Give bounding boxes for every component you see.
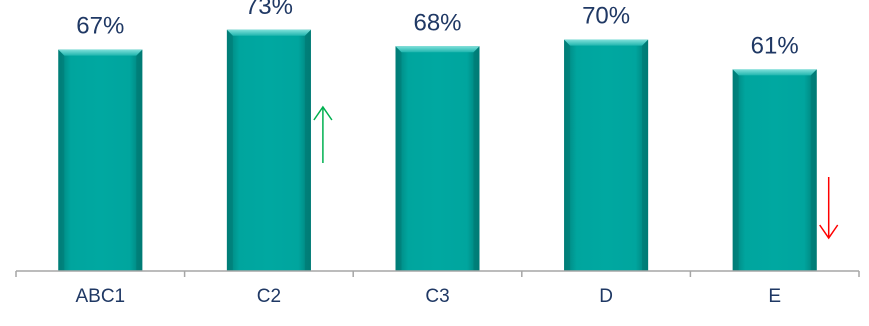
bar-bevel-top <box>58 49 143 56</box>
bar-c3 <box>395 46 480 271</box>
x-axis <box>15 270 860 277</box>
bar-bevel-top <box>564 39 649 46</box>
bar-bevel-top <box>226 29 311 36</box>
category-label-c3: C3 <box>425 286 449 307</box>
bar-abc1 <box>58 49 143 272</box>
value-label-c3: 68% <box>413 9 461 36</box>
bar-bevel-right <box>642 39 649 271</box>
bar-bevel-left <box>226 29 233 272</box>
bar-body <box>58 49 143 272</box>
bar-bevel-left <box>58 49 65 272</box>
value-label-c2: 73% <box>245 0 293 20</box>
bar-body <box>564 39 649 271</box>
up-arrow-icon <box>313 105 333 163</box>
bars-layer <box>58 29 817 272</box>
category-label-c2: C2 <box>257 286 281 307</box>
bar-e <box>732 69 817 271</box>
bar-bevel-right <box>136 49 143 272</box>
bar-bevel-left <box>564 39 571 271</box>
value-label-d: 70% <box>582 3 630 30</box>
bar-bevel-right <box>473 46 480 271</box>
value-labels-layer: 67% 73% 68% 70% 61% <box>76 0 798 59</box>
bar-bevel-top <box>395 46 480 53</box>
bar-body <box>395 46 480 271</box>
category-labels-layer: ABC1 C2 C3 D E <box>75 286 781 307</box>
bar-bevel-left <box>395 46 402 271</box>
category-label-d: D <box>599 286 613 307</box>
bar-bevel-left <box>732 69 739 271</box>
category-label-abc1: ABC1 <box>75 286 125 307</box>
bar-body <box>226 29 311 272</box>
bar-d <box>564 39 649 271</box>
bar-body <box>732 69 817 271</box>
value-label-abc1: 67% <box>76 13 124 40</box>
down-arrow-icon <box>819 177 839 240</box>
annotations-layer <box>313 105 839 240</box>
bar-bevel-top <box>732 69 817 76</box>
value-label-e: 61% <box>751 32 799 59</box>
bar-bevel-right <box>304 29 311 272</box>
bar-c2 <box>226 29 311 272</box>
category-label-e: E <box>768 286 781 307</box>
bar-bevel-right <box>810 69 817 271</box>
